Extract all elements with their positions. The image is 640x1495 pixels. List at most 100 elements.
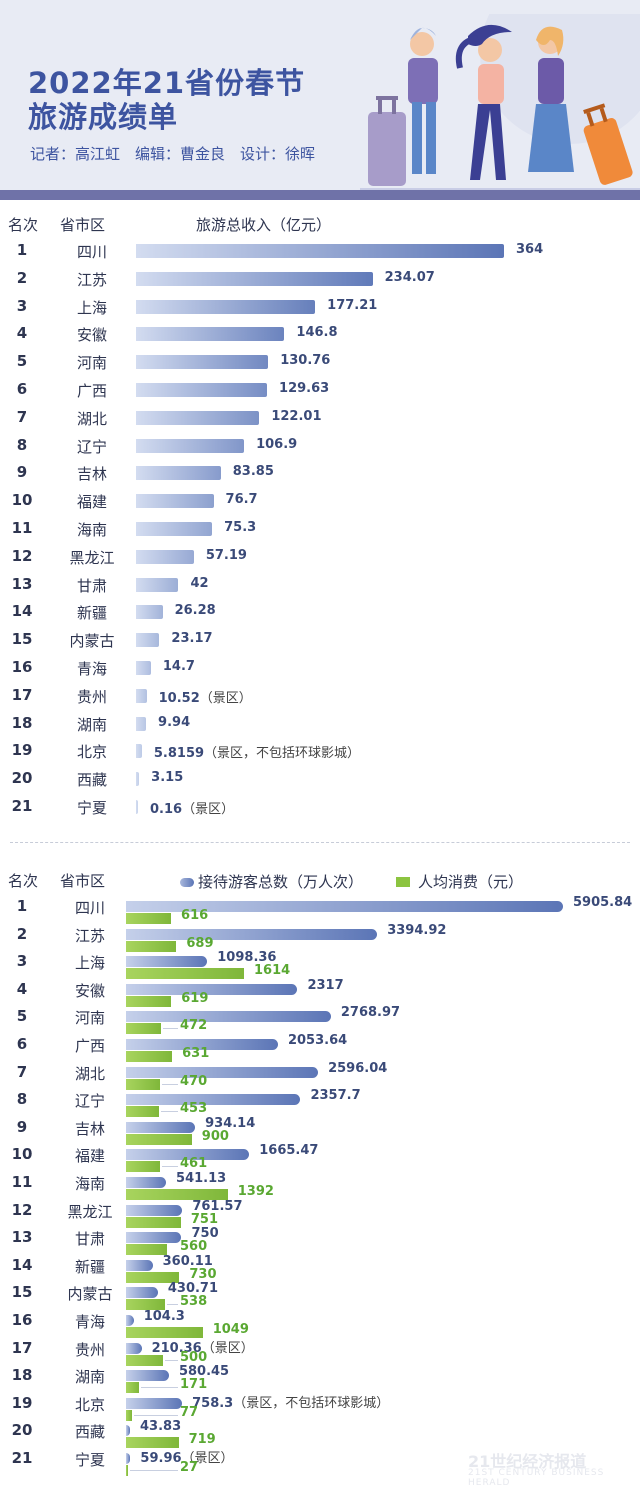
rank-number: 18: [11, 713, 33, 732]
spending-value: 171: [180, 1377, 208, 1393]
province-name: 安徽: [74, 981, 105, 1000]
visitors-value: 761.57: [192, 1198, 243, 1214]
visitors-bar: [126, 1315, 134, 1326]
province-name: 辽宁: [76, 437, 107, 456]
province-name: 广西: [74, 1037, 105, 1055]
revenue-value: 129.63: [279, 381, 330, 396]
province-name: 青海: [74, 1313, 105, 1331]
byline: 记者：高江虹 编辑：曹金良 设计：徐晖: [30, 145, 316, 163]
revenue-bar: [136, 438, 245, 453]
spending-value: 1049: [212, 1322, 249, 1337]
province-name: 江苏: [76, 270, 107, 289]
province-name: 广西: [76, 382, 107, 400]
visitors-bar: [126, 1066, 319, 1078]
label-connector: [130, 1470, 178, 1471]
spending-bar: [126, 1327, 203, 1338]
province-name: 宁夏: [76, 799, 107, 817]
revenue-value: 76.7: [225, 492, 258, 508]
visitors-value: 1665.47: [259, 1143, 319, 1159]
revenue-value: 10.52（景区）: [158, 690, 252, 706]
visitors-value: 2053.64: [287, 1033, 348, 1048]
revenue-value: 234.07: [384, 269, 435, 285]
visitors-bar: [126, 1342, 142, 1354]
spending-bar: [126, 1189, 228, 1200]
spending-bar: [126, 1244, 167, 1256]
rank-number: 8: [16, 1090, 28, 1109]
header-banner: 2022年21省份春节 旅游成绩单 记者：高江虹 编辑：曹金良 设计：徐晖: [0, 0, 640, 200]
visitors-bar: [126, 1039, 278, 1050]
revenue-bar: [136, 577, 179, 592]
legend-spending-swatch: [396, 877, 410, 887]
province-name: 海南: [74, 1175, 105, 1193]
revenue-value: 23.17: [171, 631, 213, 647]
visitors-bar: [126, 1453, 131, 1464]
rank-number: 3: [16, 296, 28, 315]
visitors-value: 541.13: [176, 1171, 227, 1186]
rank-number: 7: [16, 407, 28, 426]
revenue-value: 5.8159（景区，不包括环球影城）: [153, 746, 361, 762]
spending-value: 1392: [237, 1184, 274, 1199]
province-name: 黑龙江: [67, 1202, 113, 1221]
revenue-bar: [136, 772, 140, 787]
visitors-value: 758.3（景区，不包括环球影城）: [192, 1395, 390, 1411]
revenue-value: 75.3: [224, 520, 257, 535]
travelers-illustration-icon: [360, 14, 640, 194]
spending-value: 619: [181, 990, 209, 1006]
spending-bar: [126, 1161, 160, 1173]
spending-bar: [126, 940, 177, 952]
value-note: （景区）: [199, 690, 252, 706]
rank-number: 9: [16, 1117, 28, 1136]
label-connector: [162, 1083, 178, 1085]
spending-bar: [126, 1216, 181, 1228]
visitors-bar: [126, 1232, 182, 1244]
rank-number: 9: [16, 463, 28, 482]
province-name: 新疆: [76, 604, 107, 623]
visitors-value: 2357.7: [310, 1088, 361, 1104]
rank-number: 11: [11, 519, 33, 537]
visitors-bar: [126, 1204, 183, 1216]
section-divider: [10, 842, 630, 843]
revenue-value: 0.16（景区）: [150, 802, 235, 817]
visitors-value: 1098.36: [217, 950, 277, 966]
revenue-bar: [136, 383, 268, 397]
rank-number: 14: [11, 602, 33, 621]
province-name: 宁夏: [74, 1451, 105, 1469]
revenue-bar: [136, 800, 138, 814]
province-name: 河南: [74, 1009, 105, 1028]
spending-bar: [126, 968, 244, 980]
rank-number: 17: [11, 1338, 33, 1357]
revenue-value: 130.76: [280, 353, 331, 369]
province-name: 湖北: [76, 409, 107, 428]
title-line-1: 2022年21省份春节: [28, 66, 306, 100]
rank-number: 1: [16, 241, 28, 259]
visitors-value: 210.36（景区）: [151, 1340, 254, 1356]
province-name: 贵州: [74, 1340, 105, 1359]
revenue-bar: [136, 327, 285, 342]
spending-bar: [126, 1354, 163, 1366]
label-connector: [162, 1028, 178, 1030]
province-name: 湖南: [76, 715, 107, 734]
spending-bar: [126, 1051, 173, 1062]
revenue-bar: [136, 633, 160, 648]
visitors-value: 580.45: [178, 1364, 230, 1380]
revenue-value: 3.15: [151, 770, 184, 786]
province-name: 甘肃: [74, 1230, 105, 1249]
province-name: 四川: [76, 243, 107, 261]
visitors-bar: [126, 983, 298, 995]
visitors-value: 750: [191, 1226, 219, 1242]
label-connector: [167, 1304, 178, 1306]
province-name: 贵州: [76, 687, 107, 706]
revenue-value: 177.21: [327, 297, 378, 313]
visitors-bar: [126, 1425, 130, 1437]
rank-number: 19: [11, 741, 33, 760]
province-name: 西藏: [74, 1423, 105, 1442]
rank-number: 13: [11, 1228, 33, 1247]
title-line-2: 旅游成绩单: [28, 100, 179, 134]
rank-number: 16: [11, 1311, 33, 1329]
rank-number: 10: [11, 491, 33, 510]
province-name: 湖北: [74, 1064, 105, 1083]
rank-number: 21: [11, 1449, 33, 1467]
spending-bar: [126, 1437, 179, 1449]
legend-visitors: 接待游客总数（万人次）: [198, 873, 364, 891]
value-note: （景区）: [182, 802, 235, 817]
